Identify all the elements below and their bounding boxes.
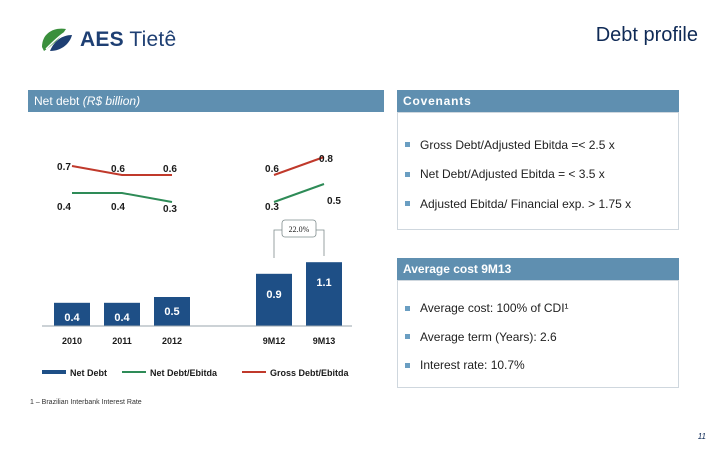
bullet-square-icon (405, 142, 410, 148)
net-debt-bar (54, 302, 90, 326)
legend-label: Gross Debt/Ebitda (270, 368, 350, 378)
category-label: 2011 (112, 336, 132, 346)
net-debt-ebitda-line (72, 192, 173, 203)
category-label: 9M13 (313, 336, 336, 346)
bullet-square-icon (405, 201, 410, 207)
bullet-square-icon (405, 362, 410, 368)
gross-debt-ebitda-label: 0.6 (163, 164, 177, 175)
company-logo: AES Tietê (40, 22, 176, 58)
footnote: 1 – Brazilian Interbank Interest Rate (30, 399, 142, 406)
gross-debt-ebitda-label: 0.6 (111, 164, 125, 175)
average-cost-item: Average term (Years): 2.6 (405, 323, 569, 352)
leaf-logo-icon (42, 28, 72, 51)
category-label: 2010 (62, 336, 82, 346)
net-debt-bar (104, 302, 140, 326)
net-debt-unit: (R$ billion) (82, 94, 141, 108)
bar-value-label: 0.4 (114, 312, 130, 324)
net-debt-ebitda-label: 0.4 (57, 202, 71, 213)
net-debt-ebitda-label: 0.5 (327, 196, 341, 207)
average-cost-item: Interest rate: 10.7% (405, 351, 569, 380)
gross-debt-ebitda-label: 0.8 (319, 154, 333, 165)
covenants-list: Gross Debt/Adjusted Ebitda =< 2.5 x Net … (405, 130, 631, 219)
legend-label: Net Debt/Ebitda (150, 368, 218, 378)
logo-text: AES Tietê (80, 28, 177, 51)
gross-debt-ebitda-label: 0.6 (265, 164, 279, 175)
page-title: Debt profile (595, 24, 698, 46)
net-debt-bar (306, 262, 342, 326)
net-debt-header: Net debt (R$ billion) (28, 90, 384, 112)
page-number: 11 (697, 432, 706, 441)
average-cost-box (397, 280, 679, 388)
average-cost-header: Average cost 9M13 (397, 258, 679, 280)
bullet-square-icon (405, 305, 410, 311)
bar-value-label: 0.5 (164, 306, 179, 318)
growth-badge (281, 219, 317, 238)
gross-debt-ebitda-line (71, 165, 172, 176)
category-label: 9M12 (263, 336, 286, 346)
gross-debt-ebitda-line (273, 156, 325, 176)
legend-label: Net Debt (70, 368, 107, 378)
net-debt-bar (154, 297, 190, 326)
covenants-header: Covenants (397, 90, 679, 112)
bar-value-label: 0.9 (266, 289, 281, 301)
bullet-square-icon (405, 334, 410, 340)
covenant-item: Gross Debt/Adjusted Ebitda =< 2.5 x (405, 130, 631, 160)
net-debt-ebitda-line (273, 183, 325, 203)
net-debt-ebitda-label: 0.3 (265, 202, 279, 213)
net-debt-bar (256, 273, 292, 326)
bullet-square-icon (405, 171, 410, 177)
growth-annotation: 22.0% (289, 225, 310, 234)
average-cost-item: Average cost: 100% of CDI¹ (405, 294, 569, 323)
net-debt-ebitda-label: 0.3 (163, 204, 177, 215)
covenants-box (397, 112, 679, 230)
covenant-item: Net Debt/Adjusted Ebitda = < 3.5 x (405, 160, 631, 190)
net-debt-chart: 0.4 0.4 0.5 0.9 1.1 2010 2011 2012 9M12 9M13 0.7 0.… (42, 154, 352, 378)
bar-value-label: 0.4 (64, 312, 80, 324)
covenant-item: Adjusted Ebitda/ Financial exp. > 1.75 x (405, 189, 631, 219)
average-cost-list: Average cost: 100% of CDI¹ Average term … (405, 294, 569, 380)
gross-debt-ebitda-label: 0.7 (57, 162, 71, 173)
bar-value-label: 1.1 (316, 277, 331, 289)
category-label: 2012 (162, 336, 182, 346)
net-debt-ebitda-label: 0.4 (111, 202, 125, 213)
net-debt-title: Net debt (34, 94, 80, 108)
